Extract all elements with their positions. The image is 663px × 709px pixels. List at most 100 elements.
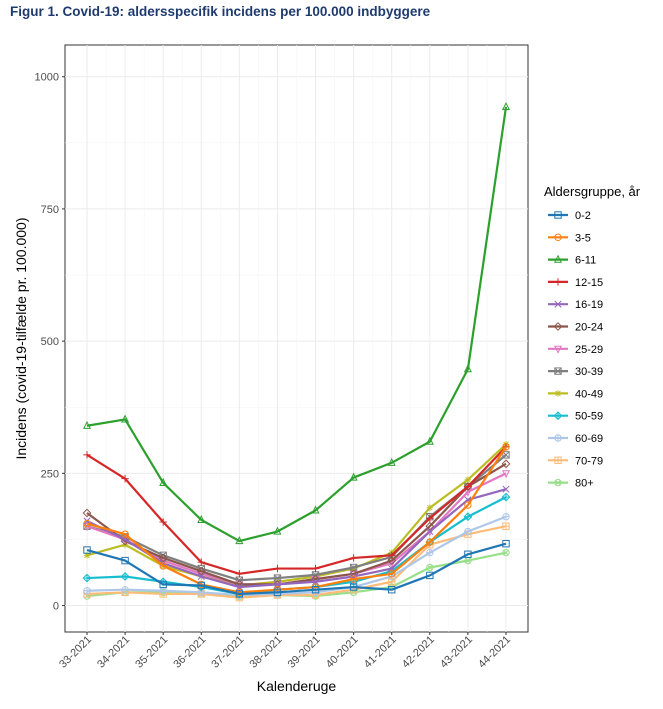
legend-marker bbox=[554, 233, 562, 242]
data-point-16-19 bbox=[502, 485, 510, 493]
legend-label: 80+ bbox=[575, 478, 594, 490]
data-point-6-11 bbox=[463, 364, 472, 373]
data-point-0-2 bbox=[197, 581, 205, 590]
data-point-40-49 bbox=[465, 476, 471, 483]
legend-item-50-59: 50-59 bbox=[548, 411, 603, 423]
data-point-0-2 bbox=[273, 588, 282, 597]
legend-marker bbox=[554, 211, 562, 219]
legend-label: 12-15 bbox=[575, 277, 603, 289]
data-point-80plus bbox=[465, 558, 471, 564]
data-point-16-19 bbox=[311, 578, 320, 586]
data-point-30-39 bbox=[502, 451, 510, 459]
legend-marker bbox=[553, 254, 563, 263]
data-point-6-11 bbox=[311, 505, 320, 514]
series-layer bbox=[82, 101, 511, 602]
legend-label: 50-59 bbox=[575, 411, 603, 423]
legend-label: 60-69 bbox=[575, 433, 603, 445]
data-point-6-11 bbox=[501, 101, 511, 110]
data-point-3-5 bbox=[121, 530, 129, 538]
grid-lines bbox=[65, 45, 528, 632]
data-point-6-11 bbox=[311, 505, 320, 514]
data-point-3-5 bbox=[349, 575, 358, 583]
legend-item-0-2: 0-2 bbox=[548, 210, 591, 222]
legend-marker bbox=[553, 345, 563, 354]
data-point-0-2 bbox=[311, 585, 320, 594]
data-point-16-19 bbox=[273, 580, 282, 588]
data-point-6-11 bbox=[82, 420, 92, 429]
data-point-0-2 bbox=[502, 539, 510, 548]
data-point-12-15 bbox=[273, 564, 282, 573]
data-point-16-19 bbox=[235, 583, 243, 591]
data-point-20-24 bbox=[425, 521, 435, 531]
data-point-3-5 bbox=[159, 562, 167, 570]
data-point-70-79 bbox=[502, 522, 510, 530]
data-point-0-2 bbox=[83, 546, 91, 554]
x-tick-label: 36-2021 bbox=[171, 634, 208, 671]
legend-item-20-24: 20-24 bbox=[548, 322, 603, 334]
legend-label: 70-79 bbox=[575, 455, 603, 467]
legend-marker bbox=[554, 300, 562, 308]
data-point-6-11 bbox=[121, 414, 130, 423]
x-tick-label: 34-2021 bbox=[95, 634, 132, 671]
x-tick-label: 42-2021 bbox=[400, 634, 437, 671]
data-point-6-11 bbox=[159, 477, 168, 486]
data-point-0-2 bbox=[349, 583, 358, 591]
data-point-3-5 bbox=[502, 443, 510, 451]
legend-marker bbox=[554, 456, 562, 465]
data-point-16-19 bbox=[311, 578, 320, 586]
legend-marker bbox=[553, 254, 563, 263]
x-tick-label: 40-2021 bbox=[324, 634, 361, 671]
data-point-0-2 bbox=[388, 585, 396, 594]
data-point-60-69 bbox=[464, 527, 472, 536]
y-tick-label: 0 bbox=[53, 601, 59, 613]
data-point-16-19 bbox=[426, 527, 434, 536]
data-point-12-15 bbox=[83, 451, 91, 459]
data-point-16-19 bbox=[235, 583, 243, 591]
data-point-25-29 bbox=[501, 470, 511, 479]
data-point-6-11 bbox=[159, 477, 168, 486]
data-point-20-24 bbox=[501, 459, 511, 469]
legend-marker bbox=[554, 300, 562, 308]
x-axis-title: Kalenderuge bbox=[257, 678, 337, 694]
data-point-80plus bbox=[426, 563, 434, 572]
data-point-12-15 bbox=[464, 482, 472, 491]
data-point-12-15 bbox=[349, 554, 358, 562]
legend-marker bbox=[553, 345, 563, 354]
x-tick-label: 39-2021 bbox=[286, 634, 323, 671]
data-point-12-15 bbox=[197, 558, 205, 566]
data-point-0-2 bbox=[311, 585, 320, 594]
data-point-25-29 bbox=[501, 470, 511, 479]
data-point-6-11 bbox=[501, 101, 511, 110]
series-line-12-15 bbox=[86, 446, 507, 575]
y-tick-label: 250 bbox=[41, 468, 59, 480]
legend-marker bbox=[554, 211, 562, 219]
y-tick-label: 1000 bbox=[35, 72, 59, 84]
legend-label: 6-11 bbox=[575, 255, 596, 267]
data-point-80plus bbox=[427, 564, 433, 571]
data-point-3-5 bbox=[388, 570, 396, 578]
data-point-80plus bbox=[503, 550, 509, 556]
data-point-40-49 bbox=[426, 504, 434, 511]
legend-marker bbox=[554, 367, 562, 375]
data-point-3-5 bbox=[502, 443, 510, 451]
data-point-6-11 bbox=[387, 457, 396, 466]
series-line-0-2 bbox=[86, 542, 507, 596]
legend-label: 20-24 bbox=[575, 322, 603, 334]
data-point-6-11 bbox=[463, 364, 472, 373]
data-point-0-2 bbox=[273, 588, 282, 597]
data-point-0-2 bbox=[426, 571, 434, 580]
data-point-6-11 bbox=[197, 514, 206, 523]
data-point-3-5 bbox=[83, 519, 91, 528]
data-point-16-19 bbox=[502, 485, 510, 493]
data-point-50-59 bbox=[463, 512, 473, 522]
data-point-6-11 bbox=[82, 420, 92, 429]
data-point-0-2 bbox=[464, 550, 472, 558]
data-point-60-69 bbox=[159, 587, 167, 595]
legend-marker bbox=[554, 278, 562, 286]
y-axis-title: Incidens (covid-19-tilfælde pr. 100.000) bbox=[13, 217, 29, 459]
data-point-12-15 bbox=[159, 518, 167, 526]
data-point-12-15 bbox=[121, 474, 129, 483]
data-point-3-5 bbox=[121, 530, 129, 538]
data-point-6-11 bbox=[121, 414, 130, 423]
legend-marker bbox=[553, 411, 563, 421]
